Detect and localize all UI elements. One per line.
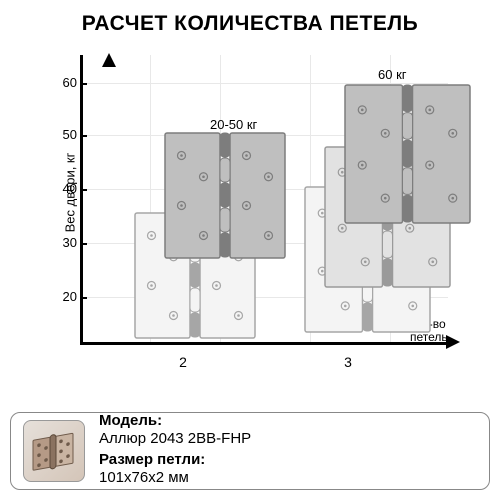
y-tick-label: 30 [57, 235, 77, 250]
hinge-icon [29, 429, 79, 473]
model-value: Аллюр 2043 2BB-FHP [99, 430, 251, 447]
product-thumbnail [23, 420, 85, 482]
y-tick-label: 60 [57, 75, 77, 90]
chart-annotation: 60 кг [378, 67, 407, 82]
x-tick-label: 3 [333, 354, 363, 370]
model-label: Модель: [99, 412, 162, 429]
y-tick-label: 20 [57, 289, 77, 304]
size-label: Размер петли: [99, 451, 205, 468]
x-tick-label: 2 [168, 354, 198, 370]
y-tick-label: 40 [57, 181, 77, 196]
size-value: 101x76x2 мм [99, 469, 251, 486]
chart: Вес двери, кг 6050403020 кол-во петель 2… [55, 45, 475, 385]
info-text: Модель: Аллюр 2043 2BB-FHP Размер петли:… [99, 412, 251, 490]
chart-annotation: 20-50 кг [210, 117, 257, 132]
info-panel: Модель: Аллюр 2043 2BB-FHP Размер петли:… [10, 412, 490, 490]
hinge-diagram [80, 55, 450, 345]
y-tick-label: 50 [57, 127, 77, 142]
page-title: РАСЧЕТ КОЛИЧЕСТВА ПЕТЕЛЬ [0, 0, 500, 36]
